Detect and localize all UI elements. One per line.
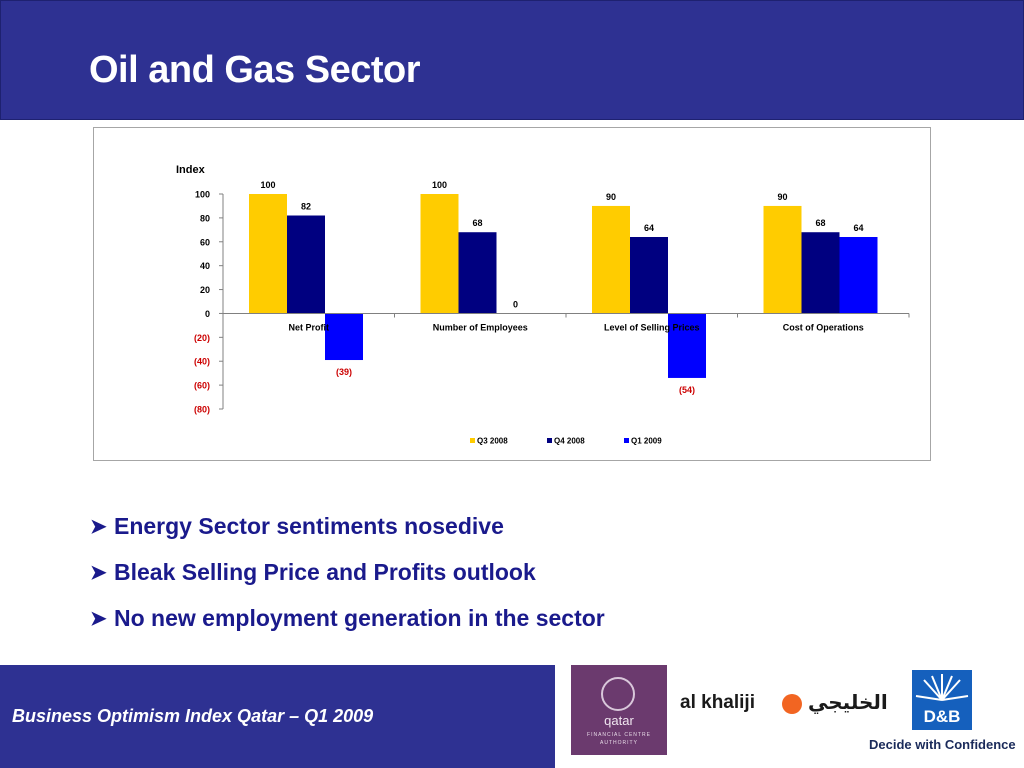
y-tick-label: 100 — [195, 190, 210, 200]
y-tick-label: 20 — [200, 285, 210, 295]
footer-bar: Business Optimism Index Qatar – Q1 2009 — [0, 665, 555, 768]
chart-frame: Index 100 80 60 40 20 0 (20) (40) (60) (80) 100 100 9… — [93, 127, 931, 461]
bar-1 — [763, 205, 802, 314]
y-tick-label: 60 — [200, 237, 210, 247]
qfca-logo: qatar FINANCIAL CENTRE AUTHORITY — [571, 665, 667, 755]
data-label: 100 — [260, 180, 275, 190]
slide-title: Oil and Gas Sector — [89, 49, 421, 91]
data-label: 0 — [513, 299, 518, 309]
data-label: 82 — [301, 202, 311, 212]
data-label: (54) — [679, 385, 695, 395]
legend-label: Q3 2008 — [477, 437, 508, 446]
qfca-logo-name: qatar — [604, 713, 634, 728]
bar-3 — [668, 313, 706, 378]
bar-chart: Index 100 80 60 40 20 0 (20) (40) (60) (80) 100 100 9… — [176, 164, 910, 446]
bar-2 — [801, 232, 840, 314]
category-label: Number of Employees — [433, 322, 528, 332]
category-label: Cost of Operations — [783, 322, 864, 332]
khaliji-mark-icon — [782, 694, 802, 714]
title-bar: Oil and Gas Sector — [0, 0, 1024, 120]
legend-swatch — [624, 438, 629, 443]
bullet-text: No new employment generation in the sect… — [114, 604, 605, 631]
y-tick-label: (60) — [194, 381, 210, 391]
y-axis-label: Index — [176, 164, 206, 176]
bar-1 — [249, 194, 287, 314]
arrow-bullet-icon: ➤ — [90, 515, 107, 538]
dnb-tagline: Decide with Confidence — [869, 737, 1016, 752]
legend-label: Q4 2008 — [554, 437, 585, 446]
y-tick-label: 0 — [205, 309, 210, 319]
data-label: 90 — [777, 192, 787, 202]
bullet-item: ➤ Energy Sector sentiments nosedive — [90, 503, 605, 549]
khaliji-logo: al khaliji الخليجي — [680, 690, 890, 722]
bar-1 — [420, 194, 459, 314]
y-tick-label: 40 — [200, 261, 210, 271]
footer-text: Business Optimism Index Qatar – Q1 2009 — [12, 706, 374, 726]
bullet-text: Bleak Selling Price and Profits outlook — [114, 558, 536, 585]
legend-swatch — [470, 438, 475, 443]
data-label: 68 — [472, 218, 482, 228]
data-label: 68 — [815, 218, 825, 228]
legend-label: Q1 2009 — [631, 437, 662, 446]
bar-2 — [287, 215, 325, 314]
khaliji-logo-latin: al khaliji — [680, 692, 755, 713]
dnb-logo: D&B — [912, 670, 972, 730]
data-label: 100 — [432, 180, 447, 190]
data-label: 64 — [853, 223, 863, 233]
arrow-bullet-icon: ➤ — [90, 561, 107, 584]
bar-2 — [630, 237, 668, 314]
legend-swatch — [547, 438, 552, 443]
arrow-bullet-icon: ➤ — [90, 607, 107, 630]
category-label: Net Profit — [289, 322, 330, 332]
dnb-sunburst-icon — [915, 674, 969, 701]
bullet-list: ➤ Energy Sector sentiments nosedive ➤ Bl… — [90, 503, 605, 641]
bullet-item: ➤ Bleak Selling Price and Profits outloo… — [90, 549, 605, 595]
y-tick-label: (80) — [194, 405, 210, 415]
y-tick-label: (20) — [194, 333, 210, 343]
y-tick-label: (40) — [194, 357, 210, 367]
data-label: (39) — [336, 367, 352, 377]
bar-3 — [839, 237, 878, 314]
bar-3 — [325, 313, 363, 361]
y-tick-label: 80 — [200, 213, 210, 223]
khaliji-logo-arabic: الخليجي — [808, 690, 888, 714]
data-label: 64 — [644, 223, 654, 233]
data-label: 90 — [606, 192, 616, 202]
dnb-logo-name: D&B — [924, 707, 961, 726]
qfca-emblem-icon — [601, 677, 635, 711]
bar-2 — [458, 232, 497, 314]
bullet-text: Energy Sector sentiments nosedive — [114, 512, 504, 539]
qfca-logo-subtitle: FINANCIAL CENTRE AUTHORITY — [587, 732, 651, 746]
bar-1 — [592, 205, 630, 314]
bullet-item: ➤ No new employment generation in the se… — [90, 595, 605, 641]
category-label: Level of Selling Prices — [604, 322, 700, 332]
